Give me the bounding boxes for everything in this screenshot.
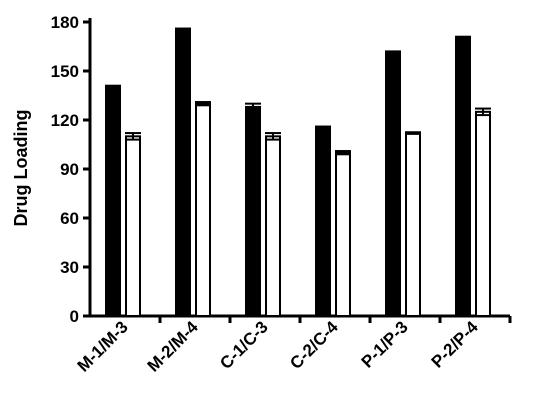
bar (385, 52, 401, 318)
y-tick-label: 60 (60, 209, 79, 228)
x-axis: M-1/M-3 M-2/M-4 C-1/C-3 C-2/C-4 P-1/P-3 P-2/P… (74, 314, 512, 376)
bar (315, 127, 331, 317)
y-tick-label: 0 (70, 307, 79, 326)
bar (475, 110, 491, 318)
y-tick-label: 150 (51, 62, 79, 81)
x-category-label: M-1/M-3 (74, 317, 132, 375)
bar (335, 151, 351, 317)
y-tick-label: 90 (60, 160, 79, 179)
bar (195, 102, 211, 317)
y-axis: 0 30 60 90 120 150 180 (51, 13, 92, 326)
bar (455, 37, 471, 317)
bar (125, 135, 141, 317)
x-category-label: M-2/M-4 (144, 317, 203, 376)
bar (105, 86, 121, 318)
y-tick-label: 30 (60, 258, 79, 277)
x-category-label: C-1/C-3 (216, 317, 272, 373)
bar (405, 132, 421, 317)
x-category-label: P-1/P-3 (358, 317, 412, 371)
x-category-label: C-2/C-4 (286, 317, 342, 373)
bar (245, 105, 261, 317)
y-tick-label: 120 (51, 111, 79, 130)
bar (175, 29, 191, 318)
y-tick-label: 180 (51, 13, 79, 32)
bars (105, 27, 491, 318)
x-category-label: P-2/P-4 (428, 317, 483, 372)
bar (265, 135, 281, 317)
y-axis-title: Drug Loading (11, 110, 31, 227)
